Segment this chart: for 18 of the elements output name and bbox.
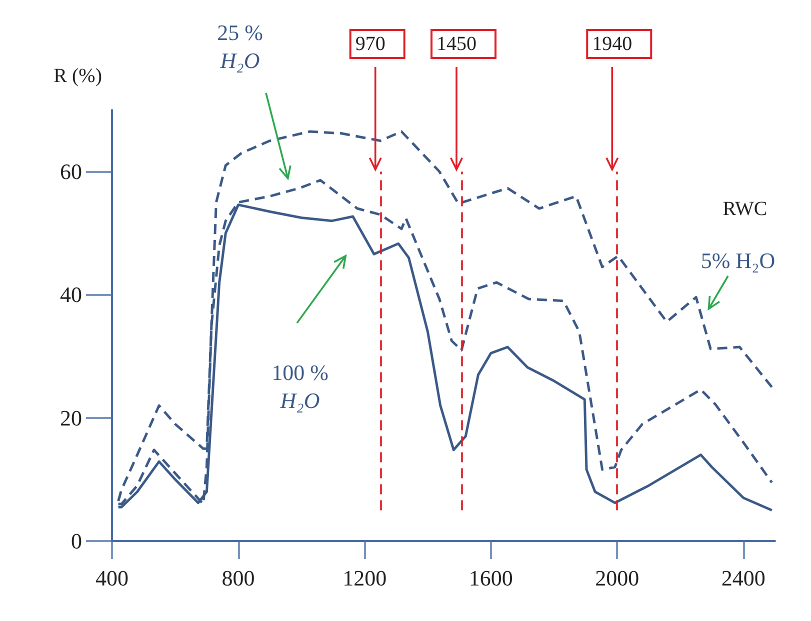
y-axis-title: R (%) bbox=[54, 65, 102, 87]
x-tick-label: 800 bbox=[222, 566, 255, 590]
x-tick-label: 400 bbox=[96, 566, 128, 590]
y-tick-label: 40 bbox=[60, 282, 82, 308]
text: 1940 bbox=[592, 33, 632, 55]
text: 970 bbox=[355, 33, 386, 55]
x-tick-label: 1200 bbox=[342, 566, 387, 590]
x-tick-label: 2000 bbox=[595, 566, 640, 590]
text: 100 % H₂O bbox=[272, 360, 328, 413]
annotation: RWC bbox=[722, 198, 768, 220]
series-label: 5% H₂O bbox=[700, 248, 776, 273]
y-tick-label: 20 bbox=[60, 405, 82, 430]
y-tick-label: 60 bbox=[60, 159, 82, 184]
x-tick-label: 1600 bbox=[468, 566, 513, 590]
text: 1450 bbox=[436, 33, 476, 55]
x-tick-label: 2400 bbox=[721, 566, 766, 590]
y-tick-label: 0 bbox=[71, 528, 82, 554]
text: 25 % H₂O bbox=[217, 20, 263, 73]
